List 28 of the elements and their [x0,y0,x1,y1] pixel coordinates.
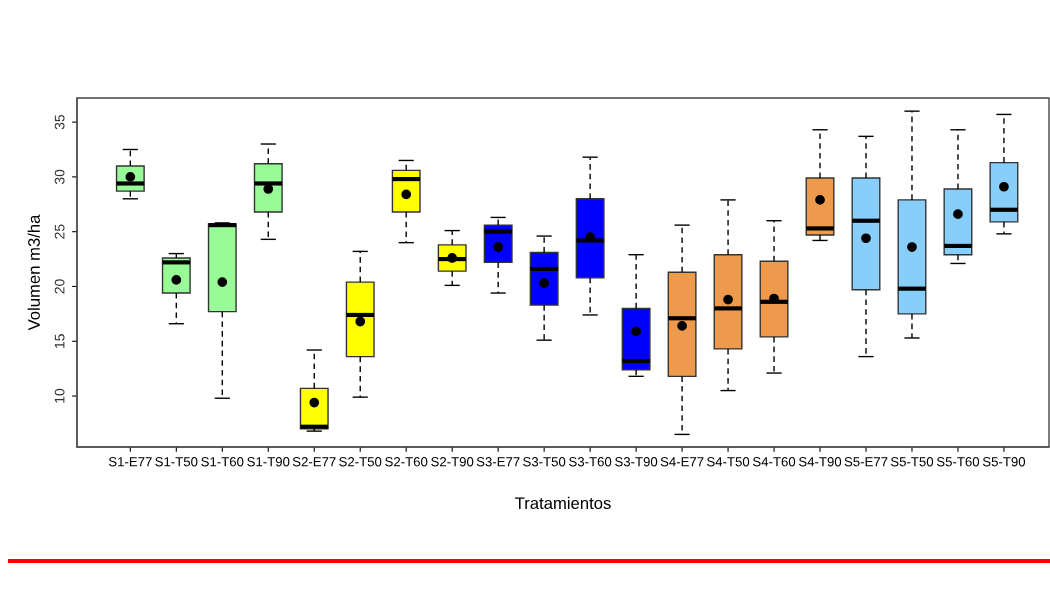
x-tick-label: S2-T60 [385,457,428,467]
x-tick-label: S4-T50 [707,457,750,467]
y-tick-label: 25 [54,224,65,239]
x-tick-label: S3-T60 [569,457,612,467]
x-tick-label: S3-T90 [615,457,658,467]
x-tick-label: S5-T50 [890,457,934,467]
x-tick-label: S4-T90 [798,457,842,467]
x-tick-label: S5-E77 [844,457,888,467]
x-axis-title: Tratamientos [515,496,611,510]
y-tick-label: 15 [54,334,65,348]
y-axis-title: Volumen m3/ha [27,214,40,331]
x-tick-label: S3-T50 [523,457,566,467]
x-tick-label: S3-E77 [476,457,520,467]
y-tick-label: 10 [54,388,65,403]
x-tick-label: S5-T90 [982,457,1026,467]
x-tick-label: S2-E77 [292,457,336,467]
y-tick-label: 35 [54,114,65,130]
x-tick-label: S1-T50 [155,457,198,467]
x-tick-label: S2-T50 [339,457,382,467]
x-tick-label: S4-E77 [660,457,704,467]
x-tick-label: S2-T90 [431,457,474,467]
x-tick-label: S1-E77 [108,457,152,467]
y-tick-label: 30 [54,169,65,185]
x-tick-label: S4-T60 [753,457,796,467]
x-tick-label: S1-T90 [247,457,290,467]
x-tick-label: S5-T60 [936,457,980,467]
y-tick-label: 20 [54,279,65,294]
x-tick-label: S1-T60 [201,457,244,467]
